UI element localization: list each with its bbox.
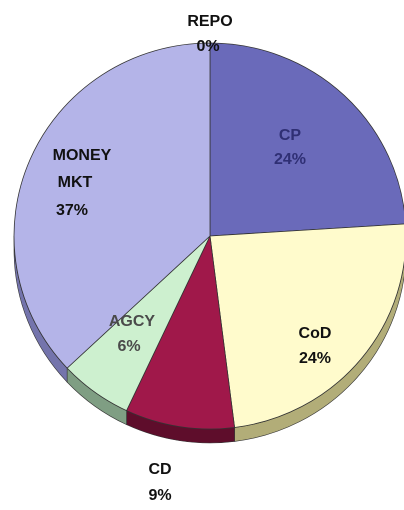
slice-cp xyxy=(209,42,404,237)
slice-label-cod: CoD xyxy=(299,325,332,342)
pie-slices xyxy=(13,42,404,430)
slice-label-agcy: AGCY xyxy=(109,313,156,330)
slice-value-cod: 24% xyxy=(299,350,331,367)
slice-value-repo: 0% xyxy=(196,38,219,55)
slice-value-cp: 24% xyxy=(274,151,306,168)
slice-label-cd: CD xyxy=(148,461,171,478)
slice-label-repo: REPO xyxy=(187,13,232,30)
slice-label-money-mkt-2: MKT xyxy=(58,174,93,191)
slice-cod xyxy=(209,223,404,428)
slice-value-money-mkt: 37% xyxy=(56,202,88,219)
slice-label-money-mkt-1: MONEY xyxy=(53,147,112,164)
slice-cd xyxy=(126,234,236,430)
slice-value-agcy: 6% xyxy=(117,338,140,355)
slice-label-cp: CP xyxy=(279,127,302,144)
slice-money-mkt xyxy=(13,42,211,369)
slice-value-cd: 9% xyxy=(148,487,171,504)
